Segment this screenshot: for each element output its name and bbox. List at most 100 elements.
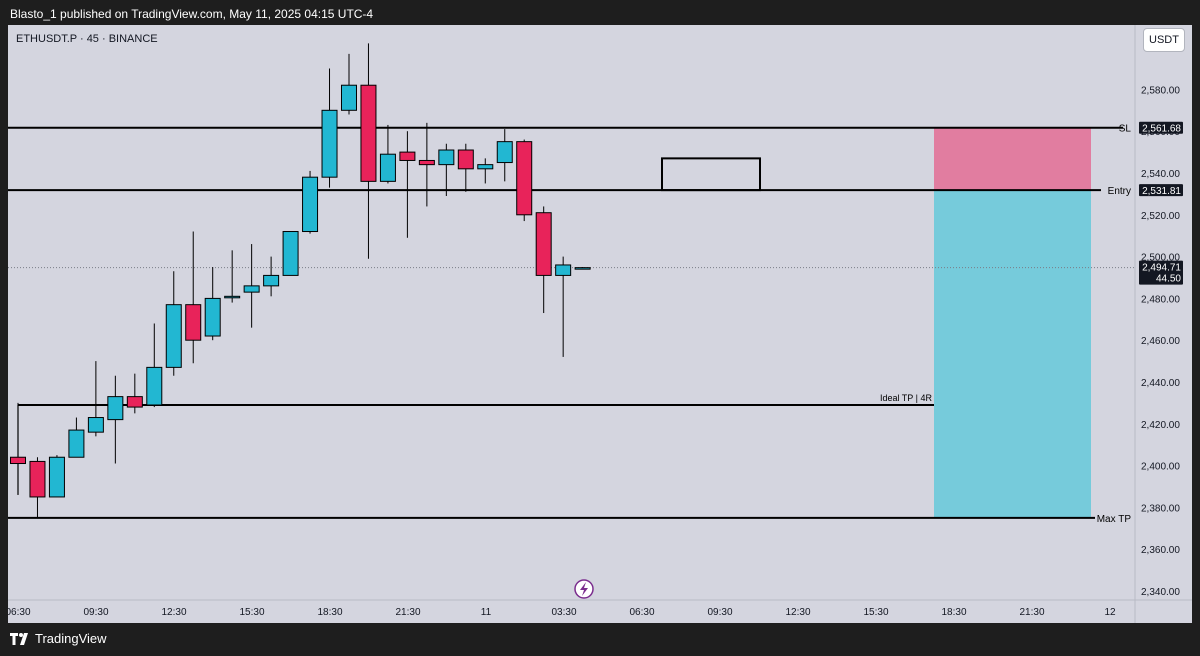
y-tick-label: 2,480.00 bbox=[1141, 294, 1180, 305]
candle bbox=[146, 323, 163, 408]
y-tick-label: 2,380.00 bbox=[1141, 503, 1180, 514]
candle-body bbox=[165, 304, 182, 368]
candle-body bbox=[535, 212, 552, 276]
candlestick-chart[interactable]: SL Entry Ideal TP | 4R Max TP 2,340.00 2,360.… bbox=[8, 25, 1192, 623]
candle-body bbox=[360, 84, 377, 182]
drawn-rectangle bbox=[661, 157, 761, 192]
candle bbox=[204, 267, 221, 341]
y-tick-label: 2,340.00 bbox=[1141, 587, 1180, 598]
candle-body bbox=[477, 164, 494, 170]
x-tick-label: 09:30 bbox=[83, 607, 108, 618]
candle bbox=[243, 244, 260, 328]
x-tick-label: 09:30 bbox=[707, 607, 732, 618]
candle bbox=[282, 231, 299, 276]
candle bbox=[321, 68, 338, 188]
entry-price-badge: 2,531.81 bbox=[1142, 186, 1181, 197]
candle-body bbox=[146, 366, 163, 406]
candle bbox=[438, 143, 455, 196]
y-tick-label: 2,360.00 bbox=[1141, 545, 1180, 556]
x-tick-label: 11 bbox=[481, 607, 492, 618]
candle-body bbox=[48, 456, 65, 498]
x-tick-label: 06:30 bbox=[629, 607, 654, 618]
candle-body bbox=[516, 141, 533, 216]
candle bbox=[535, 206, 552, 314]
x-tick-label: 21:30 bbox=[395, 607, 420, 618]
candle-body bbox=[282, 231, 299, 276]
y-tick-label: 2,520.00 bbox=[1141, 211, 1180, 222]
candle-body bbox=[496, 141, 513, 164]
candle bbox=[574, 267, 591, 270]
take-profit-zone bbox=[934, 190, 1091, 518]
candle-body bbox=[107, 396, 124, 421]
candle-body bbox=[321, 109, 338, 178]
x-tick-label: 18:30 bbox=[317, 607, 342, 618]
candle bbox=[48, 455, 65, 498]
candle bbox=[496, 129, 513, 182]
candle-body bbox=[457, 149, 474, 170]
candle-body bbox=[438, 149, 455, 166]
candle-body bbox=[340, 84, 357, 111]
candle-body bbox=[302, 176, 319, 233]
candle-body bbox=[379, 153, 396, 182]
y-tick-label: 2,540.00 bbox=[1141, 169, 1180, 180]
candle bbox=[379, 124, 396, 184]
candle bbox=[107, 375, 124, 464]
candle bbox=[516, 139, 533, 222]
candle-body bbox=[87, 417, 104, 433]
x-tick-label: 12:30 bbox=[785, 607, 810, 618]
footer: TradingView bbox=[10, 631, 107, 646]
candle-body bbox=[224, 295, 241, 299]
candle-body bbox=[29, 460, 46, 498]
max-tp-label: Max TP bbox=[1097, 514, 1132, 525]
x-tick-label: 21:30 bbox=[1019, 607, 1044, 618]
candle bbox=[340, 53, 357, 115]
candle-body bbox=[185, 304, 202, 341]
candle-body bbox=[399, 151, 416, 161]
publisher-header: Blasto_1 published on TradingView.com, M… bbox=[10, 7, 374, 21]
x-tick-label: 15:30 bbox=[863, 607, 888, 618]
candle bbox=[224, 250, 241, 303]
last-price-badge: 2,494.71 bbox=[1142, 263, 1181, 274]
candle bbox=[263, 256, 280, 297]
candle-body bbox=[204, 297, 221, 337]
x-tick-label: 03:30 bbox=[551, 607, 576, 618]
countdown-badge: 44.50 bbox=[1156, 274, 1181, 285]
candle bbox=[185, 231, 202, 364]
candle bbox=[126, 373, 143, 414]
candle-body bbox=[418, 159, 435, 166]
sl-price-badge-bg bbox=[1139, 121, 1183, 134]
entry-label: Entry bbox=[1108, 186, 1131, 197]
entry-price-badge-bg bbox=[1139, 184, 1183, 197]
lightning-bolt bbox=[580, 582, 588, 596]
candle bbox=[87, 361, 104, 437]
y-tick-label: 2,440.00 bbox=[1141, 378, 1180, 389]
candle bbox=[165, 271, 182, 376]
currency-button[interactable]: USDT bbox=[1143, 28, 1185, 52]
candle-body bbox=[68, 429, 85, 458]
last-price-badge-bg bbox=[1139, 260, 1183, 285]
y-tick-label: 2,460.00 bbox=[1141, 336, 1180, 347]
x-tick-label: 12 bbox=[1104, 607, 1116, 618]
ideal-tp-label: Ideal TP | 4R bbox=[880, 393, 933, 403]
sl-price-badge: 2,561.68 bbox=[1142, 124, 1181, 135]
y-tick-label: 2,500.00 bbox=[1141, 253, 1180, 264]
x-tick-label: 06:30 bbox=[8, 607, 31, 618]
symbol-label: ETHUSDT.P · 45 · BINANCE bbox=[16, 33, 158, 45]
candle-body bbox=[243, 285, 260, 293]
chart-frame[interactable]: SL Entry Ideal TP | 4R Max TP 2,340.00 2,360.… bbox=[8, 25, 1192, 623]
candle bbox=[477, 158, 494, 184]
footer-brand: TradingView bbox=[35, 631, 107, 646]
stop-loss-zone bbox=[934, 127, 1091, 191]
candle bbox=[29, 457, 46, 518]
y-tick-label: 2,420.00 bbox=[1141, 420, 1180, 431]
candle bbox=[10, 402, 26, 495]
candle bbox=[68, 417, 85, 458]
candle bbox=[302, 170, 319, 234]
x-tick-label: 18:30 bbox=[941, 607, 966, 618]
candle bbox=[399, 131, 416, 238]
candle bbox=[360, 43, 377, 259]
x-tick-label: 12:30 bbox=[161, 607, 186, 618]
candle bbox=[457, 143, 474, 192]
candle-body bbox=[574, 267, 591, 270]
candle-body bbox=[126, 396, 143, 408]
